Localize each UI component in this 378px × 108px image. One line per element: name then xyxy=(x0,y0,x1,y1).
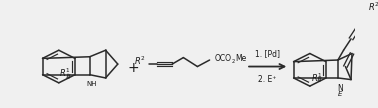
Text: $R^1$: $R^1$ xyxy=(59,67,70,79)
Text: $E$: $E$ xyxy=(336,89,343,98)
Text: NH: NH xyxy=(86,81,97,87)
Text: $R^2$: $R^2$ xyxy=(368,0,378,13)
Text: ≡: ≡ xyxy=(315,75,325,83)
Text: 2. E⁺: 2. E⁺ xyxy=(259,75,277,84)
Text: $R^2$: $R^2$ xyxy=(134,55,146,67)
Text: $R^1$: $R^1$ xyxy=(311,72,322,84)
Text: 2: 2 xyxy=(232,59,235,64)
Text: N: N xyxy=(337,84,343,93)
Text: ≡: ≡ xyxy=(64,71,74,80)
Text: 1. [Pd]: 1. [Pd] xyxy=(255,49,280,58)
Text: Me: Me xyxy=(235,54,246,63)
Text: OCO: OCO xyxy=(214,54,231,63)
Text: +: + xyxy=(128,61,139,75)
